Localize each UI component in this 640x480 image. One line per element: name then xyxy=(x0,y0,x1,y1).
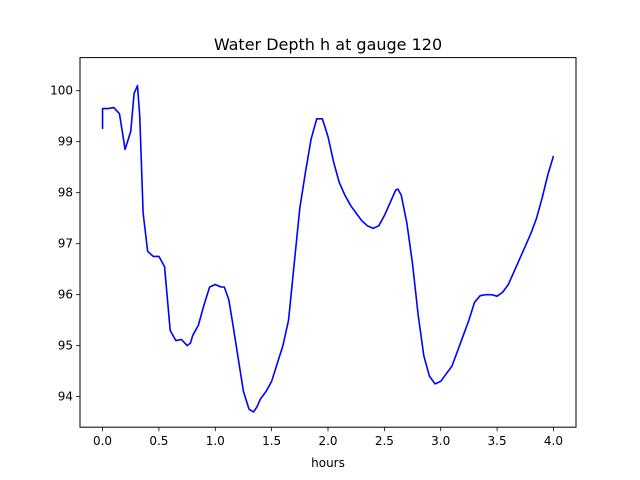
x-axis: 0.0 0.5 1.0 1.5 2.0 2.5 3.0 3.5 4.0 xyxy=(93,427,563,448)
x-tick-label: 3.5 xyxy=(488,434,507,448)
x-tick-label: 4.0 xyxy=(544,434,563,448)
x-tick-label: 1.5 xyxy=(262,434,281,448)
x-axis-label: hours xyxy=(311,456,345,470)
y-tick-label: 97 xyxy=(58,237,73,251)
plot-area xyxy=(101,84,555,413)
y-tick-label: 96 xyxy=(58,288,73,302)
y-tick-label: 100 xyxy=(50,84,73,98)
x-tick-label: 2.0 xyxy=(318,434,337,448)
x-tick-label: 0.5 xyxy=(149,434,168,448)
x-tick-label: 1.0 xyxy=(206,434,225,448)
y-tick-label: 99 xyxy=(58,135,73,149)
x-tick-label: 2.5 xyxy=(375,434,394,448)
y-tick-label: 95 xyxy=(58,339,73,353)
chart-title: Water Depth h at gauge 120 xyxy=(214,35,442,54)
y-axis: 94 95 96 97 98 99 100 xyxy=(50,84,80,404)
x-tick-label: 3.0 xyxy=(431,434,450,448)
y-tick-label: 98 xyxy=(58,186,73,200)
series-line-water-depth xyxy=(101,84,555,413)
x-tick-label: 0.0 xyxy=(93,434,112,448)
y-tick-label: 94 xyxy=(58,390,73,404)
